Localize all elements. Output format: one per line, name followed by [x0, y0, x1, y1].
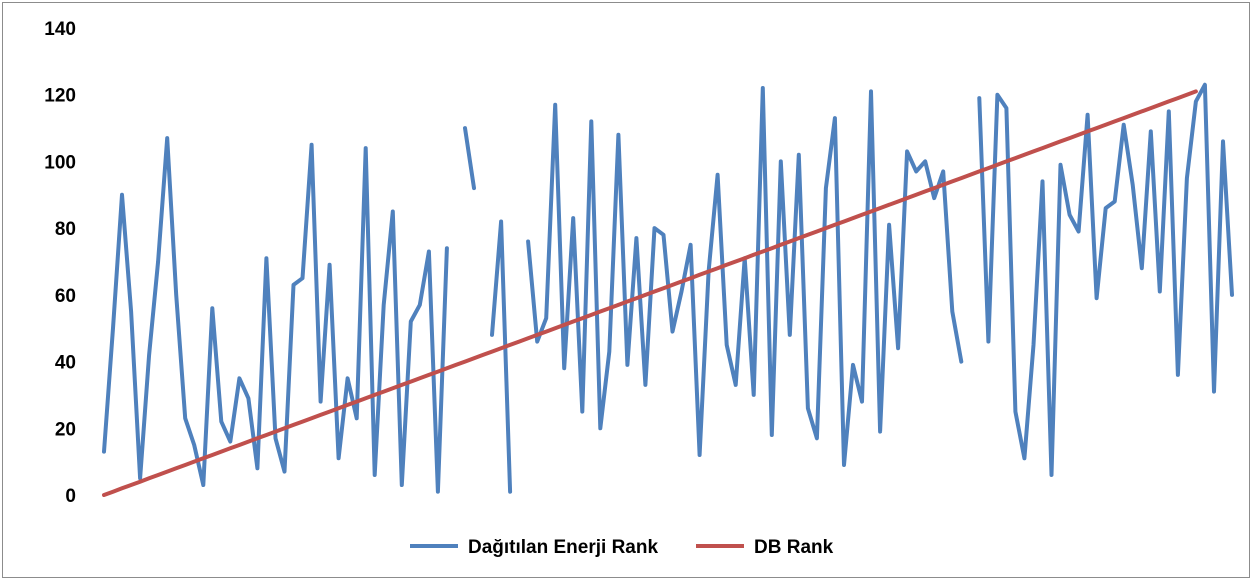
series-line-segment [463, 126, 476, 191]
legend-label: Dağıtılan Enerji Rank [468, 537, 658, 558]
series-layer [102, 82, 1234, 497]
series-line-segment [526, 86, 964, 467]
legend: Dağıtılan Enerji Rank DB Rank [410, 537, 834, 558]
y-tick-label: 60 [55, 286, 76, 307]
y-tick-label: 0 [65, 486, 76, 507]
y-tick-label: 80 [55, 219, 76, 240]
series-line-segment [102, 136, 449, 494]
y-axis: 0 20 40 60 80 100 120 140 [44, 19, 76, 507]
series-db-rank [102, 89, 1198, 497]
y-tick-label: 20 [55, 419, 76, 440]
legend-label: DB Rank [754, 537, 834, 558]
series-line-segment [102, 89, 1198, 497]
y-tick-label: 40 [55, 353, 76, 374]
y-tick-label: 140 [44, 19, 76, 40]
series-line-segment [490, 219, 513, 494]
y-tick-label: 100 [44, 152, 76, 173]
y-tick-label: 120 [44, 86, 76, 107]
series-line-segment [977, 82, 1234, 477]
